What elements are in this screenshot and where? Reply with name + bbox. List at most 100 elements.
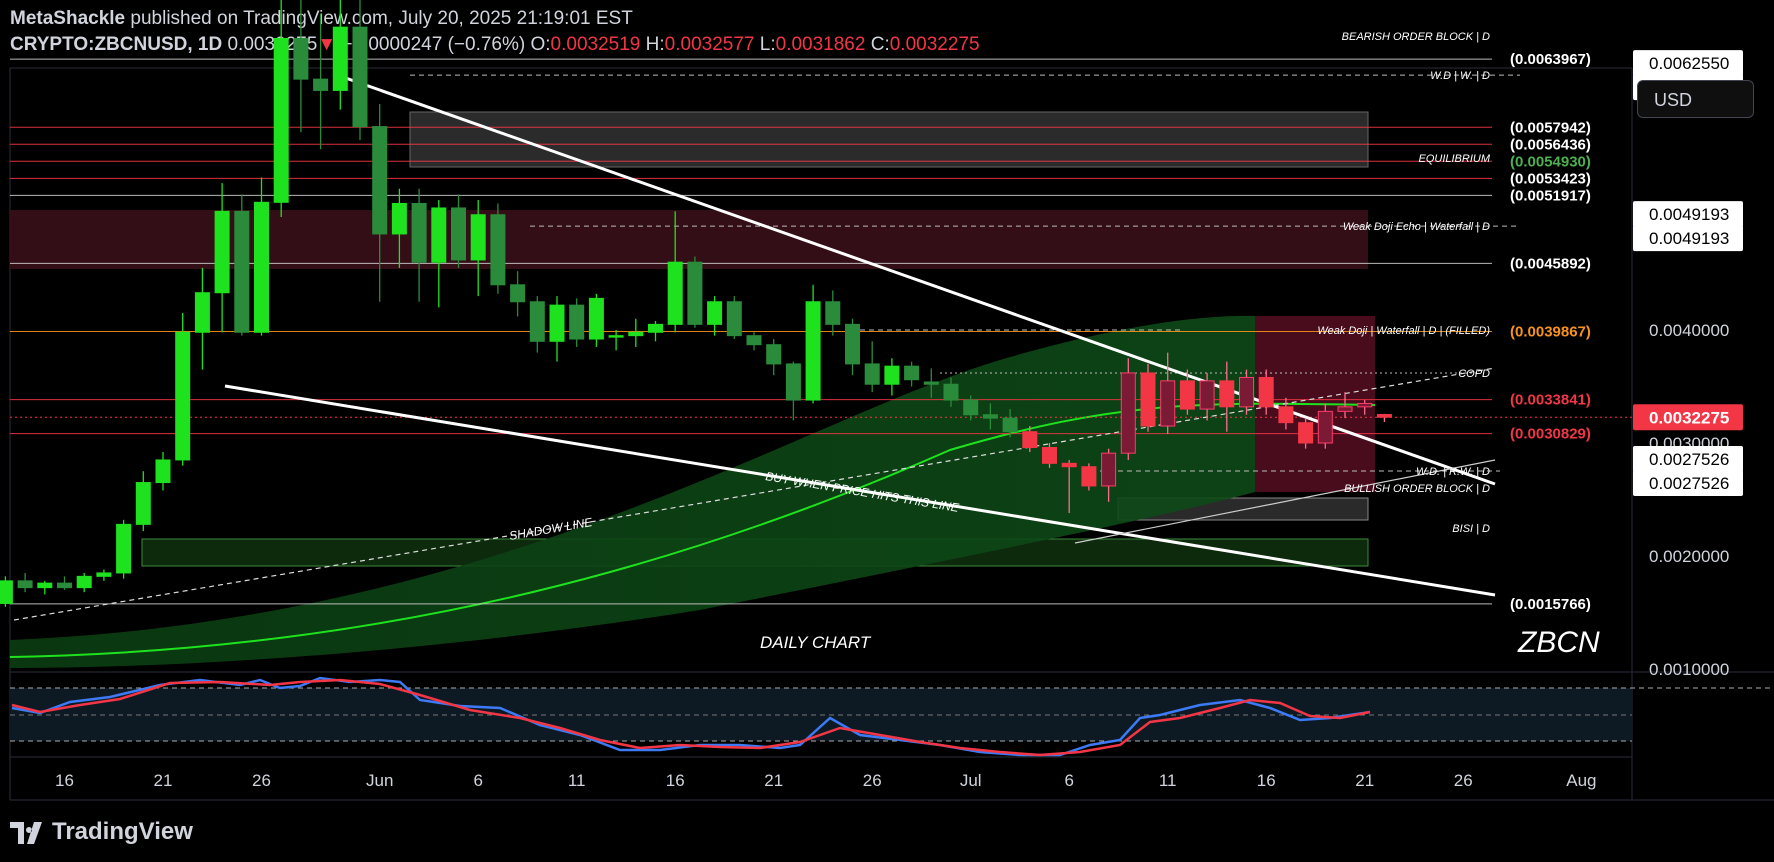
price-change: −0.0000247 (−0.76%) xyxy=(341,34,526,55)
time-tick-label: 6 xyxy=(1064,771,1073,790)
candle-body xyxy=(96,572,112,577)
price-badge xyxy=(1633,201,1743,228)
candle-body xyxy=(707,301,723,325)
candle-body xyxy=(1239,376,1254,408)
candle-body xyxy=(372,126,388,235)
level-label: (0.0051917) xyxy=(1510,187,1591,204)
zone-label: W.D | W. | D xyxy=(1430,70,1490,82)
level-label: (0.0054930) xyxy=(1510,153,1591,170)
candle-body xyxy=(923,381,939,385)
candle-body xyxy=(293,37,309,80)
time-tick-label: Jun xyxy=(366,771,393,790)
candle-body xyxy=(234,210,250,333)
candle-body xyxy=(352,26,368,128)
price-badge-label: 0.0062550 xyxy=(1649,54,1729,73)
price-badge xyxy=(1633,50,1743,77)
candle-body xyxy=(746,335,762,346)
open-value: 0.0032519 xyxy=(550,34,641,55)
candle-body xyxy=(194,292,210,333)
tradingview-logo[interactable]: TradingView xyxy=(10,818,193,846)
candle-body xyxy=(1278,406,1294,424)
candle-body xyxy=(1081,466,1097,487)
zone-label: BISI | D xyxy=(1452,523,1490,535)
price-badge-label: 0.0027526 xyxy=(1649,474,1729,493)
candle-body xyxy=(214,210,230,294)
equilibrium-zone xyxy=(10,210,1368,269)
level-label: (0.0039867) xyxy=(1510,324,1591,341)
price-badge-label: 0.0049193 xyxy=(1649,229,1729,248)
candle-body xyxy=(805,301,821,401)
zone-label: Weak Doji Echo | Waterfall | D xyxy=(1343,221,1490,233)
candle-body xyxy=(1337,406,1353,412)
candle-body xyxy=(470,214,486,261)
candle-body xyxy=(648,323,663,333)
rsi-signal-line xyxy=(11,678,1371,757)
level-label: (0.0056436) xyxy=(1510,136,1591,153)
candle-body xyxy=(904,365,920,381)
candle-body xyxy=(273,37,289,203)
zone-label: Weak Doji | Waterfall | D | (FILLED) xyxy=(1317,325,1490,337)
time-tick-label: Jul xyxy=(960,771,982,790)
candle-body xyxy=(884,365,900,385)
candle-body xyxy=(175,331,191,461)
candle-body xyxy=(785,363,801,401)
low-label: L: xyxy=(759,34,776,55)
price-badge xyxy=(1633,445,1743,472)
candle-body xyxy=(76,575,92,589)
candle-body xyxy=(943,383,959,401)
tradingview-logo-icon xyxy=(10,821,42,844)
candle-body xyxy=(1357,402,1373,408)
time-tick-label: 16 xyxy=(1257,771,1276,790)
candle-body xyxy=(687,261,703,325)
currency-button[interactable]: USD xyxy=(1637,80,1754,118)
bearish-order-block-zone xyxy=(409,111,1369,168)
candle-body xyxy=(391,202,407,235)
chart-header: MetaShackle published on TradingView.com… xyxy=(10,6,1310,58)
time-tick-label: 16 xyxy=(666,771,685,790)
candle-body xyxy=(254,201,269,333)
candle-body xyxy=(155,459,171,484)
level-label: (0.0057942) xyxy=(1510,119,1591,136)
author-name[interactable]: MetaShackle xyxy=(10,8,126,29)
time-tick-label: 26 xyxy=(1454,771,1473,790)
high-label: H: xyxy=(645,34,665,55)
time-tick-label: 11 xyxy=(568,771,586,790)
candle-body xyxy=(1120,372,1136,454)
candle-body xyxy=(0,580,13,604)
zone-label: EQUILIBRIUM xyxy=(1418,153,1490,165)
time-tick-label: 26 xyxy=(863,771,882,790)
candle-body xyxy=(1199,380,1215,410)
candle-body xyxy=(963,399,979,416)
time-tick-label: 16 xyxy=(55,771,74,790)
level-label: (0.0015766) xyxy=(1510,596,1591,613)
candle-body xyxy=(1061,462,1077,468)
candle-body xyxy=(608,335,624,338)
candle-body xyxy=(588,297,604,340)
candle-body xyxy=(864,363,880,385)
candle-body xyxy=(1376,414,1392,418)
candle-body xyxy=(57,582,72,589)
candle-body xyxy=(1022,431,1038,449)
close-value: 0.0032275 xyxy=(889,34,980,55)
time-tick-label: 21 xyxy=(764,771,783,790)
candle-body xyxy=(451,207,466,261)
zone-label: BULLISH ORDER BLOCK | D xyxy=(1344,483,1490,495)
symbol-label[interactable]: CRYPTO:ZBCNUSD, 1D xyxy=(10,34,223,55)
daily-chart-annotation: DAILY CHART xyxy=(760,633,872,652)
level-label: (0.0053423) xyxy=(1510,170,1591,187)
open-label: O: xyxy=(530,34,551,55)
brand-name: TradingView xyxy=(52,818,193,845)
high-value: 0.0032577 xyxy=(664,34,755,55)
candle-body xyxy=(726,301,742,337)
time-tick-label: 21 xyxy=(154,771,173,790)
candle-body xyxy=(1160,380,1176,427)
candle-body xyxy=(431,207,447,263)
zone-label: W.D. | R.W. | D xyxy=(1416,466,1490,478)
candle-body xyxy=(490,214,506,286)
candle-body xyxy=(313,78,329,91)
descending-resistance-line xyxy=(339,74,1496,486)
ticker-watermark: ZBCN xyxy=(1517,626,1600,659)
candle-body xyxy=(1219,380,1235,408)
low-value: 0.0031862 xyxy=(775,34,866,55)
